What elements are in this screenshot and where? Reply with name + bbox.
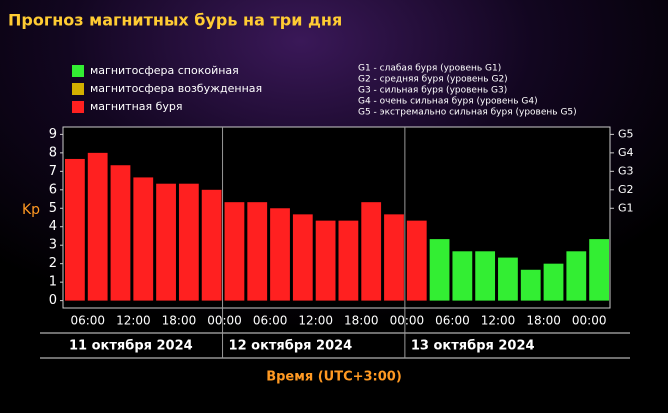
y-tick-label: 2 (49, 256, 57, 271)
legend-swatch (72, 83, 84, 95)
bar (315, 220, 336, 301)
legend-label: магнитная буря (90, 100, 183, 113)
note: G5 - экстремально сильная буря (уровень … (358, 108, 577, 118)
y-tick-label: 7 (49, 164, 57, 179)
x-tick-label: 00:00 (572, 314, 607, 328)
note: G4 - очень сильная буря (уровень G4) (358, 97, 538, 107)
bar (475, 251, 496, 301)
bar (65, 158, 85, 301)
x-tick-label: 06:00 (435, 314, 470, 328)
x-tick-label: 00:00 (390, 314, 425, 328)
y-tick-label: 9 (49, 127, 57, 142)
y2-tick-label: G1 (618, 201, 634, 214)
bar (589, 239, 609, 301)
day-label: 11 октября 2024 (69, 339, 193, 354)
y-tick-label: 5 (49, 201, 57, 216)
y2-tick-label: G5 (618, 127, 634, 140)
bar (247, 202, 268, 301)
bar (224, 202, 245, 301)
bar (110, 165, 131, 301)
x-tick-label: 18:00 (526, 314, 561, 328)
bar (406, 220, 427, 301)
x-tick-label: 00:00 (207, 314, 242, 328)
bar (338, 220, 359, 301)
legend-swatch (72, 101, 84, 113)
y2-tick-label: G4 (618, 146, 634, 159)
y-tick-label: 8 (49, 145, 57, 160)
legend-label: магнитосфера спокойная (90, 64, 239, 77)
bar (156, 183, 176, 301)
x-tick-label: 06:00 (253, 314, 288, 328)
bar (384, 214, 404, 301)
plot-area (62, 126, 611, 309)
bar (361, 202, 382, 301)
x-tick-label: 06:00 (70, 314, 105, 328)
y2-tick-label: G2 (618, 183, 634, 196)
bar (133, 177, 154, 301)
note: G3 - сильная буря (уровень G3) (358, 86, 507, 96)
note: G1 - слабая буря (уровень G1) (358, 64, 501, 74)
bar (566, 251, 587, 301)
y2-tick-label: G3 (618, 164, 634, 177)
x-tick-label: 12:00 (298, 314, 333, 328)
bar (270, 208, 290, 301)
bar (178, 183, 199, 301)
chart-title: Прогноз магнитных бурь на три дня (8, 11, 342, 30)
x-axis-label: Время (UTC+3:00) (266, 370, 402, 385)
bar (201, 189, 222, 301)
x-tick-label: 12:00 (481, 314, 516, 328)
y-tick-label: 3 (49, 238, 57, 253)
bar (429, 239, 450, 301)
day-label: 12 октября 2024 (229, 339, 353, 354)
x-tick-label: 18:00 (344, 314, 379, 328)
y-axis-label: Kp (22, 202, 40, 218)
bar (543, 263, 564, 301)
note: G2 - средняя буря (уровень G2) (358, 75, 508, 85)
y-tick-label: 0 (49, 293, 57, 308)
bar (498, 257, 518, 301)
bar (520, 269, 541, 301)
bar (292, 214, 313, 301)
legend-label: магнитосфера возбужденная (90, 82, 262, 95)
y-tick-label: 6 (49, 182, 57, 197)
bar (87, 152, 108, 301)
x-tick-label: 12:00 (116, 314, 151, 328)
y-tick-label: 1 (49, 275, 57, 290)
y-tick-label: 4 (49, 219, 57, 234)
bar (452, 251, 473, 301)
legend-swatch (72, 65, 84, 77)
x-tick-label: 18:00 (162, 314, 197, 328)
day-label: 13 октября 2024 (411, 339, 535, 354)
